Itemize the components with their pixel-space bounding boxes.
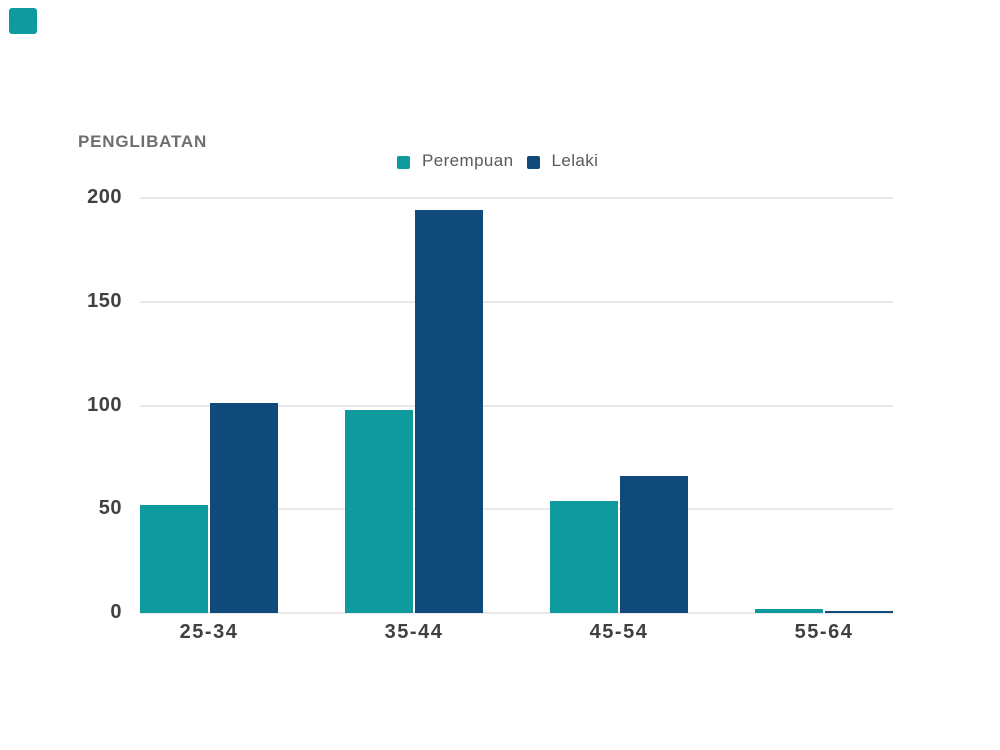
bar-perempuan-25-34 (140, 505, 208, 613)
ytick-label-150: 150 (87, 289, 122, 312)
bar-group-35-44 (345, 210, 483, 613)
xtick-label-35-44: 35-44 (384, 621, 444, 643)
corner-logo-mark (9, 8, 37, 34)
ytick-label-200: 200 (87, 186, 122, 208)
legend-item-perempuan: Perempuan (397, 151, 514, 171)
bar-group-45-54 (550, 476, 688, 613)
gridline-200 (140, 197, 893, 199)
legend-label-lelaki: Lelaki (551, 151, 599, 170)
legend-swatch-perempuan (397, 155, 410, 169)
legend-label-perempuan: Perempuan (422, 151, 514, 170)
xtick-label-45-54: 45-54 (589, 621, 649, 643)
gridline-0 (140, 612, 893, 614)
bar-lelaki-55-64 (825, 611, 893, 613)
ytick-label-100: 100 (87, 393, 122, 416)
legend-swatch-lelaki (526, 155, 540, 169)
chart-legend: Perempuan Lelaki (397, 151, 598, 171)
legend-item-lelaki: Lelaki (526, 151, 599, 171)
bar-perempuan-35-44 (345, 410, 413, 613)
bar-group-55-64 (755, 609, 893, 613)
bar-perempuan-55-64 (755, 609, 823, 613)
bar-group-25-34 (140, 403, 278, 613)
chart-title: PENGLIBATAN (78, 132, 208, 151)
xtick-label-55-64: 55-64 (794, 621, 854, 643)
ytick-label-0: 0 (110, 601, 122, 623)
gridline-100 (140, 404, 893, 407)
plot-area: 0 50 100 150 200 25-34 35-44 45-54 55-64 (87, 186, 893, 643)
ytick-label-50: 50 (98, 497, 122, 520)
bar-lelaki-35-44 (415, 210, 483, 613)
xtick-label-25-34: 25-34 (179, 621, 239, 643)
gridline-150 (140, 300, 893, 303)
bar-perempuan-45-54 (550, 501, 618, 613)
bar-lelaki-25-34 (210, 403, 278, 613)
gridline-50 (140, 508, 893, 511)
bar-lelaki-45-54 (620, 476, 688, 613)
